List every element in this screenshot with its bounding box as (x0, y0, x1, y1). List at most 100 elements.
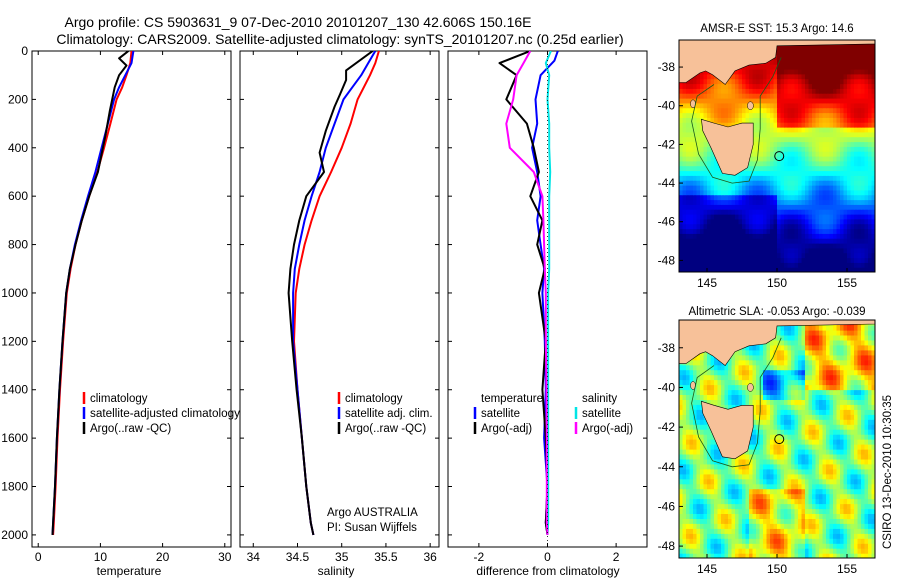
heatmap-cell (861, 218, 866, 225)
heatmap-cell (812, 468, 817, 475)
heatmap-cell (840, 238, 845, 244)
heatmap-cell (689, 83, 694, 89)
heatmap-cell (700, 483, 705, 490)
heatmap-cell (822, 247, 827, 254)
heatmap-cell (840, 127, 845, 133)
heatmap-cell (871, 199, 875, 205)
heatmap-cell (682, 243, 687, 249)
heatmap-cell (808, 107, 813, 114)
heatmap-cell (847, 513, 852, 519)
heatmap-cell (766, 117, 771, 123)
heatmap-cell (721, 374, 726, 381)
heatmap-cell (826, 399, 831, 405)
heatmap-cell (850, 69, 855, 75)
heatmap-cell (798, 424, 803, 430)
heatmap-cell (861, 214, 866, 220)
heatmap-cell (791, 399, 796, 405)
heatmap-cell (682, 267, 687, 272)
heatmap-cell (847, 379, 852, 386)
heatmap-cell (777, 194, 782, 201)
heatmap-cell (850, 409, 855, 415)
heatmap-cell (833, 59, 838, 65)
heatmap-cell (714, 533, 719, 539)
heatmap-cell (794, 44, 799, 51)
heatmap-cell (819, 228, 824, 234)
heatmap-cell (703, 199, 708, 205)
heatmap-cell (749, 247, 754, 254)
heatmap-cell (822, 214, 827, 220)
heatmap-cell (749, 498, 754, 505)
heatmap-cell (700, 548, 705, 554)
heatmap-cell (864, 379, 869, 386)
heatmap-cell (854, 112, 859, 118)
heatmap-cell (724, 189, 729, 196)
heatmap-cell (854, 374, 859, 381)
heatmap-cell (861, 493, 866, 500)
heatmap-cell (717, 194, 722, 201)
heatmap-cell (717, 518, 722, 524)
heatmap-cell (752, 175, 757, 181)
heatmap-cell (784, 478, 789, 485)
heatmap-cell (815, 127, 820, 133)
heatmap-cell (808, 458, 813, 465)
heatmap-cell (773, 468, 778, 475)
heatmap-cell (822, 160, 827, 167)
heatmap-cell (854, 49, 859, 56)
heatmap-cell (721, 175, 726, 181)
heatmap-cell (871, 204, 875, 210)
heatmap-cell (836, 243, 841, 249)
heatmap-cell (819, 409, 824, 415)
heatmap-cell (815, 513, 820, 519)
heatmap-cell (826, 102, 831, 109)
heatmap-cell (738, 83, 743, 89)
heatmap-cell (822, 379, 827, 386)
x-tick-label: 155 (837, 276, 857, 290)
heatmap-cell (833, 238, 838, 244)
heatmap-cell (819, 384, 824, 391)
heatmap-cell (815, 538, 820, 544)
heatmap-cell (829, 478, 834, 485)
heatmap-cell (847, 453, 852, 460)
heatmap-cell (717, 374, 722, 381)
heatmap-cell (724, 223, 729, 230)
heatmap-cell (707, 257, 712, 263)
heatmap-cell (756, 141, 761, 147)
heatmap-cell (777, 538, 782, 544)
heatmap-cell (819, 548, 824, 554)
heatmap-cell (836, 518, 841, 524)
heatmap-cell (826, 528, 831, 534)
heatmap-cell (819, 107, 824, 114)
heatmap-cell (787, 419, 792, 425)
x-tick-label: 35 (335, 550, 349, 564)
heatmap-cell (696, 424, 701, 430)
heatmap-cell (826, 49, 831, 56)
heatmap-cell (833, 117, 838, 123)
heatmap-cell (773, 252, 778, 259)
heatmap-cell (766, 478, 771, 485)
heatmap-cell (773, 419, 778, 425)
heatmap-cell (777, 54, 782, 60)
heatmap-cell (791, 88, 796, 94)
heatmap-cell (822, 199, 827, 205)
heatmap-cell (731, 107, 736, 114)
heatmap-cell (759, 247, 764, 254)
heatmap-cell (773, 59, 778, 65)
heatmap-cell (738, 399, 743, 405)
heatmap-cell (854, 131, 859, 138)
heatmap-cell (770, 463, 775, 470)
heatmap-cell (822, 369, 827, 376)
heatmap-cell (696, 146, 701, 152)
heatmap-cell (840, 83, 845, 89)
heatmap-cell (812, 429, 817, 435)
heatmap-cell (850, 233, 855, 239)
heatmap-cell (791, 127, 796, 133)
heatmap-cell (770, 444, 775, 450)
heatmap-cell (710, 247, 715, 254)
heatmap-cell (836, 419, 841, 425)
heatmap-cell (707, 93, 712, 99)
heatmap-cell (770, 429, 775, 435)
heatmap-cell (738, 394, 743, 400)
heatmap-cell (742, 78, 747, 85)
heatmap-cell (854, 404, 859, 410)
heatmap-cell (868, 64, 873, 70)
